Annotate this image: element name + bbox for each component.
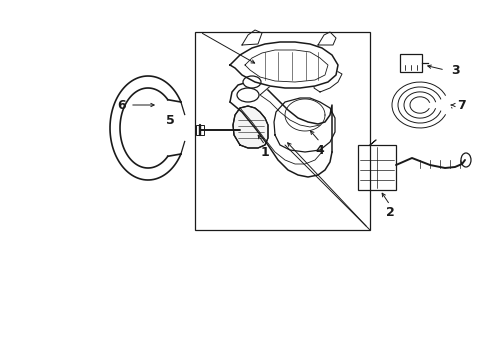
- Bar: [399, 54, 421, 72]
- Bar: [195, 32, 369, 230]
- Text: 3: 3: [450, 63, 458, 77]
- Polygon shape: [249, 75, 285, 95]
- Ellipse shape: [237, 88, 259, 102]
- Text: 4: 4: [315, 144, 324, 157]
- Polygon shape: [232, 106, 267, 148]
- Polygon shape: [313, 70, 341, 92]
- Text: 6: 6: [118, 99, 126, 112]
- Bar: [357, 145, 395, 190]
- Polygon shape: [229, 42, 337, 88]
- Text: 1: 1: [260, 145, 269, 158]
- Text: 7: 7: [457, 99, 466, 112]
- Ellipse shape: [243, 76, 261, 88]
- Text: 5: 5: [165, 113, 174, 126]
- Text: 2: 2: [385, 206, 393, 219]
- Bar: [196, 125, 203, 135]
